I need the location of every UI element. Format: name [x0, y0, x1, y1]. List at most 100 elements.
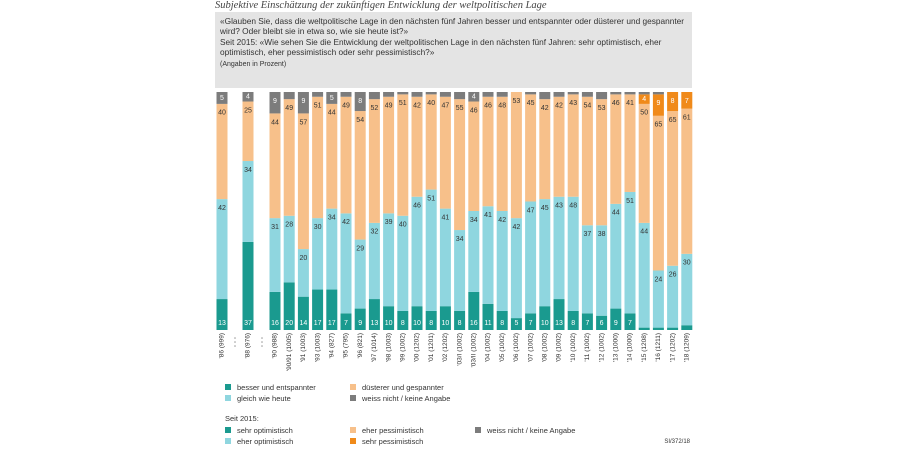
data-label: 42: [413, 103, 421, 110]
bar-segment: [496, 96, 508, 211]
data-label: 53: [513, 98, 521, 105]
x-tick-label: '17 (1202): [669, 333, 676, 362]
bar-segment: [326, 92, 338, 104]
bar-segment: [397, 215, 409, 311]
bar-segment: [482, 206, 494, 304]
bar-segment: [368, 222, 380, 300]
bar-segment: [667, 327, 679, 330]
bar-segment: [525, 94, 537, 202]
bar-segment: [242, 241, 254, 330]
bar-segment: [567, 92, 579, 95]
bar-segment: [525, 313, 537, 330]
legend-swatch: [475, 427, 481, 433]
data-label: 24: [655, 276, 663, 283]
data-label: 37: [584, 231, 592, 238]
bar-segment: [216, 92, 228, 104]
data-label: 31: [271, 224, 279, 231]
bar-segment: [638, 327, 650, 330]
x-tick-label: '97 (1014): [371, 333, 378, 362]
legend-swatch: [225, 427, 231, 433]
x-tick-label: '93 (1003): [314, 333, 321, 362]
data-label: 51: [399, 100, 407, 107]
bar-segment: [312, 92, 324, 97]
bar-segment: [368, 99, 380, 223]
data-label: 51: [314, 103, 322, 110]
bar-segment: [297, 249, 309, 297]
bar-segment: [553, 196, 565, 300]
data-label: 5: [514, 320, 518, 327]
bar-segment: [539, 199, 551, 307]
x-tick-label: '94 (827): [329, 333, 336, 358]
data-label: 7: [529, 320, 533, 327]
bar-segment: [312, 218, 324, 290]
data-label: 49: [385, 103, 393, 110]
x-tick-label: '10 (1002): [570, 333, 577, 362]
data-label: 7: [585, 320, 589, 327]
legend-label: düsterer und gespannter: [362, 383, 444, 392]
data-label: 65: [655, 122, 663, 129]
data-label: 8: [671, 98, 675, 105]
bar-segment: [468, 291, 480, 330]
bar-segment: [368, 92, 380, 100]
bar-segment: [610, 94, 622, 204]
bar-segment: [510, 92, 522, 219]
data-label: 34: [456, 236, 464, 243]
bar-segment: [354, 308, 366, 330]
bar-segment: [567, 196, 579, 311]
data-label: 20: [300, 255, 308, 262]
data-label: 42: [218, 205, 226, 212]
x-tick-label: '02 (1202): [442, 333, 449, 362]
bar-segment: [312, 96, 324, 219]
bar-segment: [667, 265, 679, 328]
bar-segment: [624, 313, 636, 330]
bar-segment: [425, 189, 437, 311]
data-label: 41: [442, 214, 450, 221]
data-label: 8: [500, 320, 504, 327]
x-tick-label: '98 (1003): [385, 333, 392, 362]
x-tick-label: '11 (1002): [584, 333, 591, 362]
bar-segment: [454, 230, 466, 311]
data-label: 30: [683, 260, 691, 267]
data-label: 10: [385, 320, 393, 327]
data-label: 49: [285, 105, 293, 112]
bar-segment: [652, 327, 664, 330]
data-label: 44: [612, 210, 620, 217]
bar-segment: [539, 99, 551, 200]
bar-segment: [581, 92, 593, 97]
legend-swatch: [350, 438, 356, 444]
x-tick-label: '00 (1202): [414, 333, 421, 362]
bar-segment: [596, 225, 608, 316]
bar-segment: [553, 96, 565, 197]
legend-swatch: [225, 384, 231, 390]
bar-segment: [283, 282, 295, 330]
data-label: 17: [328, 320, 336, 327]
data-label: 42: [555, 103, 563, 110]
data-label: 34: [328, 214, 336, 221]
bar-segment: [667, 92, 679, 112]
data-label: 48: [498, 103, 506, 110]
x-tick-label: '86 (999): [219, 333, 226, 358]
bar-segment: [397, 94, 409, 216]
data-label: 54: [356, 117, 364, 124]
legend-label: eher pessimistisch: [362, 426, 424, 435]
bar-segment: [496, 92, 508, 97]
data-label: 57: [300, 119, 308, 126]
bar-segment: [439, 96, 451, 209]
data-label: 13: [555, 320, 563, 327]
bar-segment: [596, 315, 608, 330]
bar-segment: [283, 215, 295, 283]
data-label: 53: [598, 105, 606, 112]
bar-segment: [596, 92, 608, 100]
data-label: 10: [541, 320, 549, 327]
x-tick-label: '18 (1209): [684, 333, 691, 362]
bar-segment: [242, 92, 254, 102]
bar-segment: [340, 313, 352, 330]
data-label: 38: [598, 231, 606, 238]
bar-segment: [581, 313, 593, 330]
data-label: 10: [442, 320, 450, 327]
data-label: 29: [356, 245, 364, 252]
data-label: 42: [541, 105, 549, 112]
bar-segment: [638, 94, 650, 104]
x-tick-label: '96 (821): [357, 333, 364, 358]
data-label: 34: [470, 217, 478, 224]
